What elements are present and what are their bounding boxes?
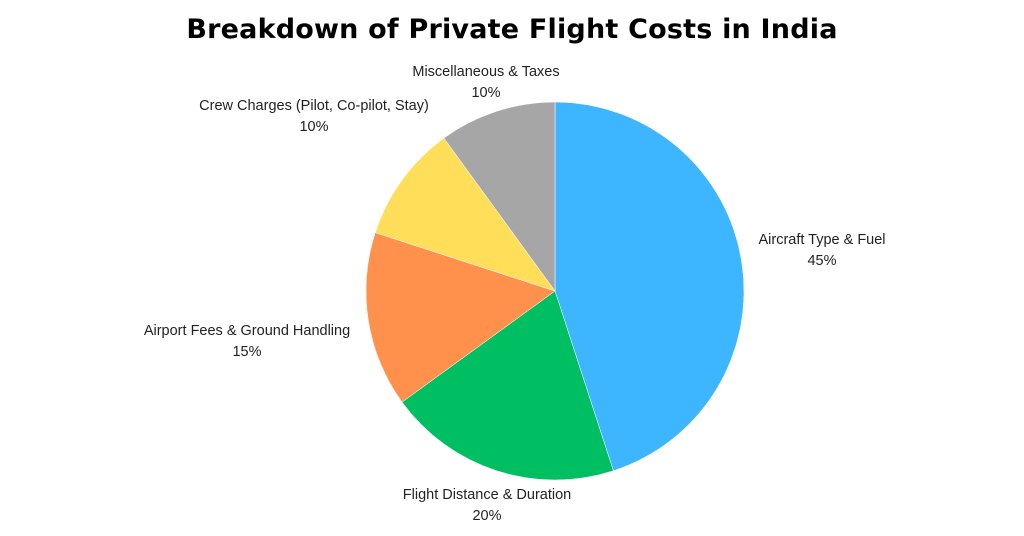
slice-category-label-3: Airport Fees & Ground Handling [144, 323, 350, 339]
pie-labels: Aircraft Type & Fuel 45% Flight Distance &… [144, 64, 886, 524]
chart-title: Breakdown of Private Flight Costs in Ind… [186, 14, 838, 45]
slice-category-label-1: Aircraft Type & Fuel [758, 232, 885, 248]
slice-percent-label-2: 20% [472, 508, 501, 524]
pie-slices [365, 101, 745, 481]
pie-slice-5 [443, 101, 556, 292]
slice-category-label-2: Flight Distance & Duration [403, 487, 571, 503]
slice-percent-label-4: 10% [299, 119, 328, 135]
pie-slice-3 [365, 232, 556, 403]
slice-category-label-4: Crew Charges (Pilot, Co-pilot, Stay) [199, 98, 429, 114]
pie-slice-4 [374, 137, 556, 292]
slice-percent-label-1: 45% [807, 253, 836, 269]
slice-category-label-5: Miscellaneous & Taxes [412, 64, 559, 80]
slice-percent-label-5: 10% [471, 85, 500, 101]
pie-slice-2 [401, 290, 614, 481]
slice-percent-label-3: 15% [232, 344, 261, 360]
pie-slice-1 [554, 101, 745, 472]
